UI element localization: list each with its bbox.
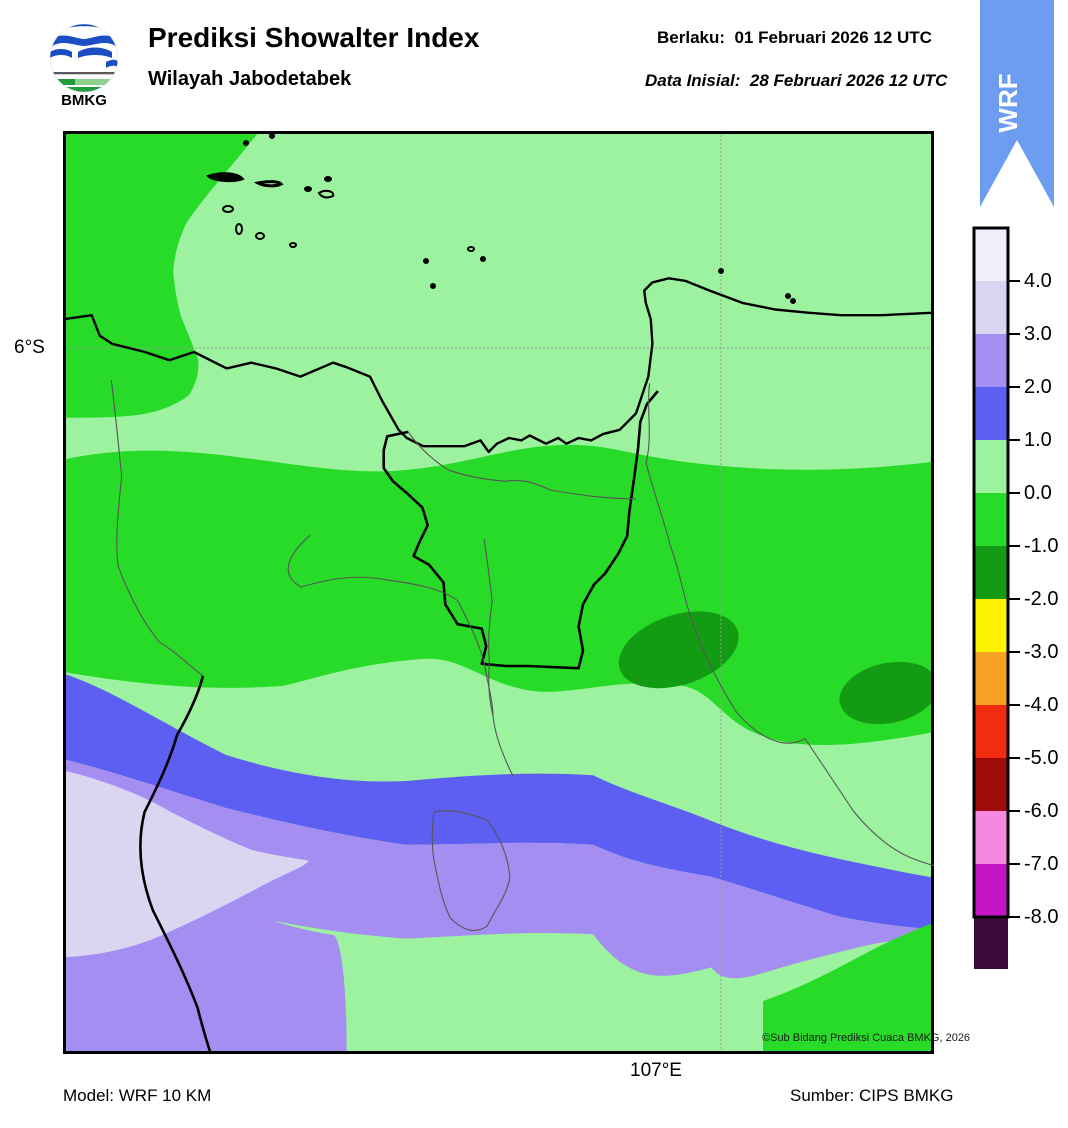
svg-text:-8.0: -8.0 xyxy=(1024,906,1058,928)
svg-text:-6.0: -6.0 xyxy=(1024,800,1058,822)
svg-text:-5.0: -5.0 xyxy=(1024,747,1058,769)
svg-text:2.0: 2.0 xyxy=(1024,376,1052,398)
svg-text:-2.0: -2.0 xyxy=(1024,588,1058,610)
svg-text:WRF: WRF xyxy=(993,73,1023,132)
svg-text:0.0: 0.0 xyxy=(1024,482,1052,504)
svg-text:-7.0: -7.0 xyxy=(1024,853,1058,875)
svg-text:BMKG: BMKG xyxy=(61,92,107,109)
svg-text:-3.0: -3.0 xyxy=(1024,641,1058,663)
svg-text:1.0: 1.0 xyxy=(1024,429,1052,451)
svg-text:-4.0: -4.0 xyxy=(1024,694,1058,716)
svg-text:3.0: 3.0 xyxy=(1024,323,1052,345)
svg-text:4.0: 4.0 xyxy=(1024,270,1052,292)
svg-text:-1.0: -1.0 xyxy=(1024,535,1058,557)
